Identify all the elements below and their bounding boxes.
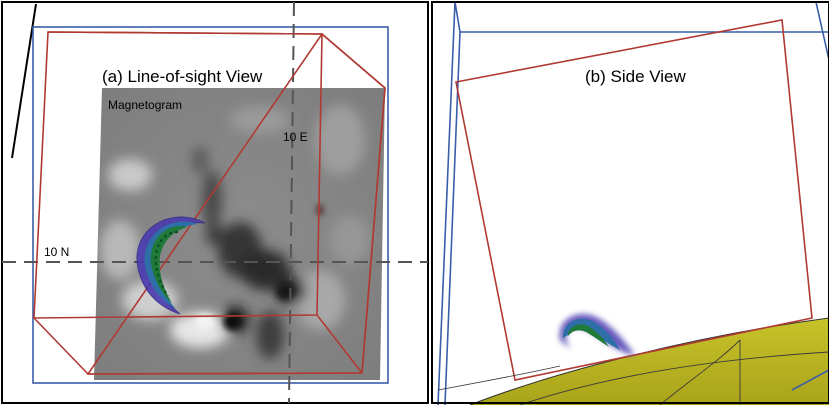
blue-box-b — [437, 2, 829, 405]
vertical-tick-label: 10 E — [283, 130, 308, 144]
solar-grid — [519, 339, 829, 405]
flux-rope-a — [136, 216, 206, 315]
blue-box — [32, 26, 389, 384]
solar-surface — [470, 318, 829, 405]
magnetogram-image — [94, 88, 385, 380]
flux-rope-b — [559, 314, 635, 356]
panel-a-title: (a) Line-of-sight View — [102, 67, 263, 86]
red-box — [33, 31, 386, 375]
vertical-grid-line — [288, 1, 295, 404]
magnetogram-label: Magnetogram — [108, 98, 182, 112]
panel-b: (b) Side View — [431, 1, 829, 405]
panel-a: (a) Line-of-sight View Magnetogram 10 E … — [1, 1, 429, 404]
panel-a-edge-line — [11, 3, 37, 159]
panel-b-frame — [431, 1, 829, 404]
horizontal-tick-label: 10 N — [44, 245, 69, 259]
panel-b-title: (b) Side View — [585, 67, 687, 86]
red-box-b — [455, 19, 813, 381]
